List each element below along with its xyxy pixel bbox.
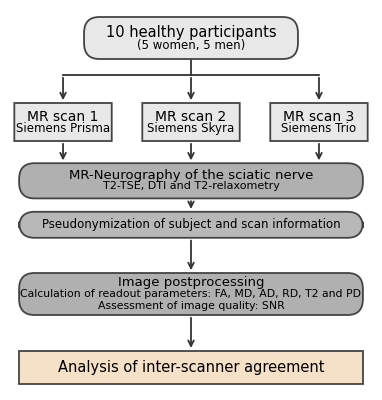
FancyBboxPatch shape bbox=[270, 103, 368, 141]
Text: MR scan 3: MR scan 3 bbox=[283, 110, 354, 124]
FancyBboxPatch shape bbox=[19, 212, 363, 238]
FancyBboxPatch shape bbox=[19, 273, 363, 315]
Text: Image postprocessing: Image postprocessing bbox=[118, 276, 264, 289]
FancyBboxPatch shape bbox=[15, 103, 112, 141]
Text: MR scan 2: MR scan 2 bbox=[155, 110, 227, 124]
FancyBboxPatch shape bbox=[84, 17, 298, 59]
FancyBboxPatch shape bbox=[142, 103, 240, 141]
Text: Assessment of image quality: SNR: Assessment of image quality: SNR bbox=[98, 301, 284, 311]
Text: T2-TSE, DTI and T2-relaxometry: T2-TSE, DTI and T2-relaxometry bbox=[102, 181, 280, 191]
Text: Siemens Prisma: Siemens Prisma bbox=[16, 122, 110, 135]
Text: 10 healthy participants: 10 healthy participants bbox=[106, 25, 276, 40]
FancyBboxPatch shape bbox=[19, 351, 363, 384]
Text: Siemens Trio: Siemens Trio bbox=[282, 122, 356, 135]
Text: Analysis of inter-scanner agreement: Analysis of inter-scanner agreement bbox=[58, 360, 324, 375]
Text: MR-Neurography of the sciatic nerve: MR-Neurography of the sciatic nerve bbox=[69, 169, 313, 182]
Text: Siemens Skyra: Siemens Skyra bbox=[147, 122, 235, 135]
Text: MR scan 1: MR scan 1 bbox=[28, 110, 99, 124]
Text: (5 women, 5 men): (5 women, 5 men) bbox=[137, 39, 245, 52]
Text: Calculation of readout parameters: FA, MD, AD, RD, T2 and PD: Calculation of readout parameters: FA, M… bbox=[21, 289, 361, 299]
FancyBboxPatch shape bbox=[19, 163, 363, 198]
Text: Pseudonymization of subject and scan information: Pseudonymization of subject and scan inf… bbox=[42, 218, 340, 231]
